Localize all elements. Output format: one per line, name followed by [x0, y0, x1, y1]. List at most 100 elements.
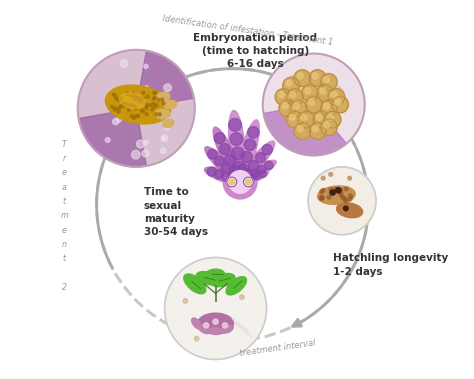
Circle shape: [319, 190, 323, 194]
Circle shape: [344, 199, 348, 203]
Circle shape: [242, 169, 252, 179]
Ellipse shape: [105, 85, 171, 124]
Ellipse shape: [226, 277, 246, 295]
Circle shape: [135, 97, 137, 100]
Circle shape: [262, 144, 273, 155]
Circle shape: [214, 156, 224, 166]
Circle shape: [294, 123, 311, 139]
Circle shape: [254, 172, 261, 180]
Circle shape: [348, 176, 352, 180]
Circle shape: [113, 108, 116, 111]
Circle shape: [229, 171, 251, 193]
Ellipse shape: [240, 160, 276, 183]
Circle shape: [164, 84, 172, 92]
Ellipse shape: [220, 325, 233, 333]
Circle shape: [231, 147, 244, 160]
Circle shape: [155, 104, 158, 107]
Circle shape: [78, 50, 195, 167]
Circle shape: [137, 140, 145, 148]
Circle shape: [118, 107, 120, 110]
Circle shape: [121, 103, 124, 106]
Circle shape: [154, 96, 156, 99]
Circle shape: [255, 152, 265, 163]
Circle shape: [124, 103, 128, 106]
Wedge shape: [136, 51, 194, 108]
Circle shape: [130, 114, 133, 117]
Circle shape: [112, 119, 118, 125]
Circle shape: [113, 95, 118, 99]
Circle shape: [146, 104, 148, 107]
Circle shape: [213, 319, 218, 324]
Circle shape: [320, 85, 345, 109]
Circle shape: [248, 174, 255, 182]
Circle shape: [330, 190, 335, 195]
Circle shape: [331, 92, 337, 98]
Circle shape: [332, 96, 348, 113]
Circle shape: [283, 77, 300, 94]
Circle shape: [257, 165, 266, 174]
Circle shape: [134, 107, 137, 110]
Circle shape: [152, 102, 155, 105]
Circle shape: [244, 177, 253, 187]
Circle shape: [142, 91, 145, 94]
Circle shape: [155, 113, 158, 116]
Circle shape: [324, 103, 329, 109]
Ellipse shape: [318, 186, 355, 204]
Circle shape: [324, 77, 329, 83]
Circle shape: [223, 165, 257, 199]
Circle shape: [316, 114, 322, 121]
Ellipse shape: [204, 167, 240, 184]
Circle shape: [294, 70, 311, 86]
Ellipse shape: [184, 274, 206, 294]
Circle shape: [152, 112, 157, 116]
Text: a: a: [62, 183, 67, 192]
Circle shape: [305, 96, 322, 113]
Circle shape: [278, 92, 284, 98]
Circle shape: [341, 196, 345, 199]
Circle shape: [290, 92, 296, 98]
Circle shape: [282, 103, 288, 109]
Circle shape: [142, 110, 145, 113]
Circle shape: [120, 97, 123, 100]
Ellipse shape: [240, 170, 269, 183]
Circle shape: [129, 94, 133, 97]
Circle shape: [344, 187, 348, 191]
Circle shape: [343, 197, 346, 200]
Text: 2: 2: [62, 283, 67, 292]
Circle shape: [339, 193, 343, 197]
Circle shape: [246, 179, 251, 185]
Circle shape: [308, 167, 376, 235]
Ellipse shape: [164, 100, 177, 109]
Circle shape: [327, 195, 331, 199]
Circle shape: [128, 108, 130, 111]
Ellipse shape: [196, 272, 220, 285]
Circle shape: [140, 109, 144, 112]
Circle shape: [208, 149, 217, 159]
Circle shape: [286, 80, 292, 86]
Circle shape: [290, 114, 296, 121]
Text: T: T: [62, 140, 67, 149]
Circle shape: [161, 98, 164, 101]
Circle shape: [319, 195, 323, 199]
Circle shape: [122, 102, 126, 105]
Circle shape: [138, 96, 141, 99]
Circle shape: [297, 126, 303, 132]
Circle shape: [162, 102, 165, 105]
Circle shape: [348, 197, 352, 201]
Circle shape: [228, 170, 238, 180]
Circle shape: [229, 118, 241, 131]
Circle shape: [109, 89, 115, 95]
Text: treatment interval: treatment interval: [239, 338, 317, 357]
Circle shape: [320, 119, 337, 136]
Ellipse shape: [211, 274, 235, 287]
Text: e: e: [62, 168, 67, 177]
Circle shape: [131, 150, 140, 159]
Circle shape: [136, 101, 141, 106]
Circle shape: [157, 99, 160, 102]
Circle shape: [153, 91, 155, 94]
Text: Embryonation period
(time to hatching)
6-16 days: Embryonation period (time to hatching) 6…: [193, 33, 317, 69]
Circle shape: [229, 166, 240, 177]
Circle shape: [144, 64, 148, 69]
Ellipse shape: [119, 93, 146, 108]
Circle shape: [115, 97, 118, 100]
